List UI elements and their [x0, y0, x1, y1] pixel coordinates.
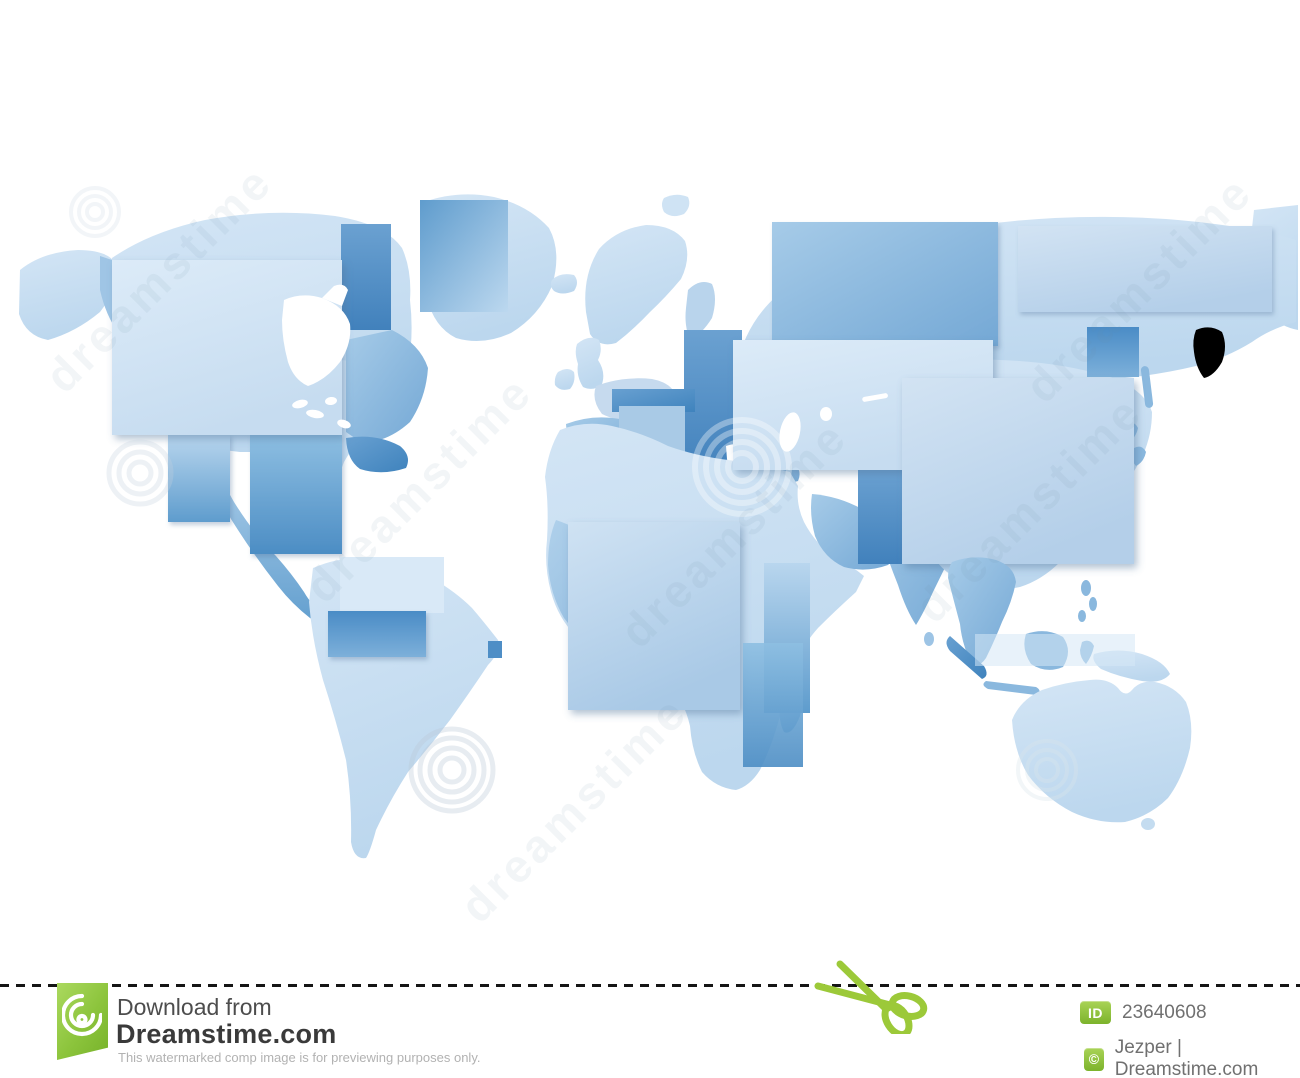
- continent-australia: [1012, 679, 1192, 823]
- credit-row: © Jezper | Dreamstime.com: [1084, 1037, 1300, 1078]
- panel-west-russia: [772, 222, 998, 346]
- dreamstime-ribbon-badge: [57, 983, 108, 1060]
- credit-text: Jezper | Dreamstime.com: [1114, 1037, 1259, 1078]
- download-from-label: Download from: [117, 994, 272, 1020]
- panel-himalaya: [858, 468, 904, 564]
- watermark-disclaimer: This watermarked comp image is for previ…: [118, 1050, 481, 1065]
- panel-amazon: [328, 611, 426, 657]
- image-id-value: 23640608: [1122, 1001, 1207, 1023]
- panel-siberia: [1018, 226, 1272, 312]
- panel-mexico-west: [168, 434, 230, 522]
- panel-sahara: [568, 522, 740, 710]
- copyright-badge-icon: ©: [1084, 1047, 1104, 1071]
- dreamstime-logo-icon: [62, 993, 102, 1037]
- watermark-spiral-icons: [69, 186, 1078, 814]
- id-badge-icon: ID: [1080, 1001, 1111, 1024]
- region-southeast-asia-oceania: [946, 580, 1192, 830]
- panel-southeast-africa: [743, 643, 803, 767]
- image-id-row: ID 23640608: [1080, 1001, 1207, 1024]
- site-name: Dreamstime.com: [116, 1019, 337, 1049]
- panel-okhotsk: [1087, 327, 1139, 377]
- panel-indonesia: [975, 634, 1135, 666]
- panel-china: [902, 378, 1134, 564]
- continent-asia: [733, 216, 1296, 665]
- scissors-icon: [804, 956, 944, 1039]
- continent-africa: [545, 423, 864, 790]
- panel-greenland: [420, 200, 508, 312]
- panel-south-america-north: [340, 557, 444, 613]
- continent-south-america: [309, 557, 502, 859]
- watermark-text: dreamstime: [450, 685, 698, 933]
- dashed-cut-line: [0, 984, 1300, 987]
- panel-southeast-us: [250, 434, 342, 554]
